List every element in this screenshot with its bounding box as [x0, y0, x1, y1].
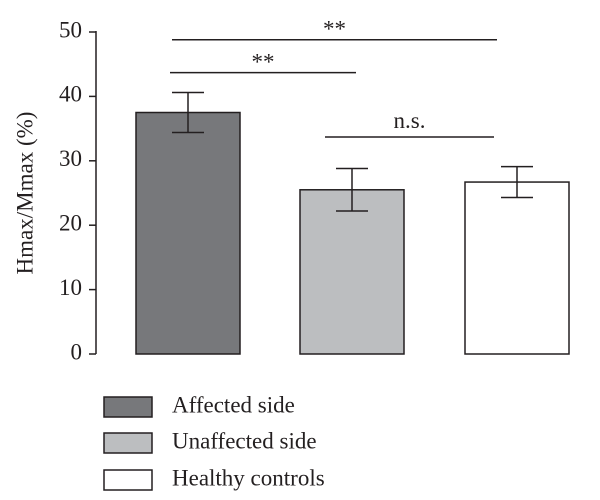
significance-label: **	[323, 17, 346, 42]
error-bars	[172, 91, 533, 212]
error-bar	[336, 167, 368, 212]
legend-label: Affected side	[172, 392, 295, 417]
legend-item: Healthy controls	[103, 465, 325, 491]
y-tick-label: 10	[59, 275, 82, 300]
significance-brackets: ** ** n.s.	[170, 17, 497, 138]
y-tick-label: 40	[59, 82, 82, 107]
legend: Affected side Unaffected side Healthy cont…	[103, 392, 325, 491]
bar-unaffected-side	[299, 189, 405, 355]
bar-healthy-controls	[464, 181, 570, 355]
error-bar	[172, 91, 204, 134]
significance-label: n.s.	[394, 108, 426, 133]
y-tick-label: 0	[71, 339, 83, 364]
bar-affected-side	[135, 111, 241, 355]
y-axis: 0 10 20 30 40 50	[59, 17, 97, 364]
legend-swatch	[103, 469, 153, 491]
y-axis-title: Hmax/Mmax (%)	[12, 112, 37, 275]
error-bar	[501, 165, 533, 199]
bars	[135, 111, 570, 355]
legend-swatch	[103, 432, 153, 454]
legend-swatch	[103, 396, 153, 418]
significance-label: **	[252, 50, 275, 75]
y-tick-label: 20	[59, 210, 82, 235]
legend-item: Unaffected side	[103, 428, 317, 454]
legend-label: Healthy controls	[172, 465, 325, 490]
y-tick-label: 50	[59, 17, 82, 42]
y-tick-label: 30	[59, 146, 82, 171]
legend-item: Affected side	[103, 392, 295, 418]
legend-label: Unaffected side	[172, 428, 317, 453]
